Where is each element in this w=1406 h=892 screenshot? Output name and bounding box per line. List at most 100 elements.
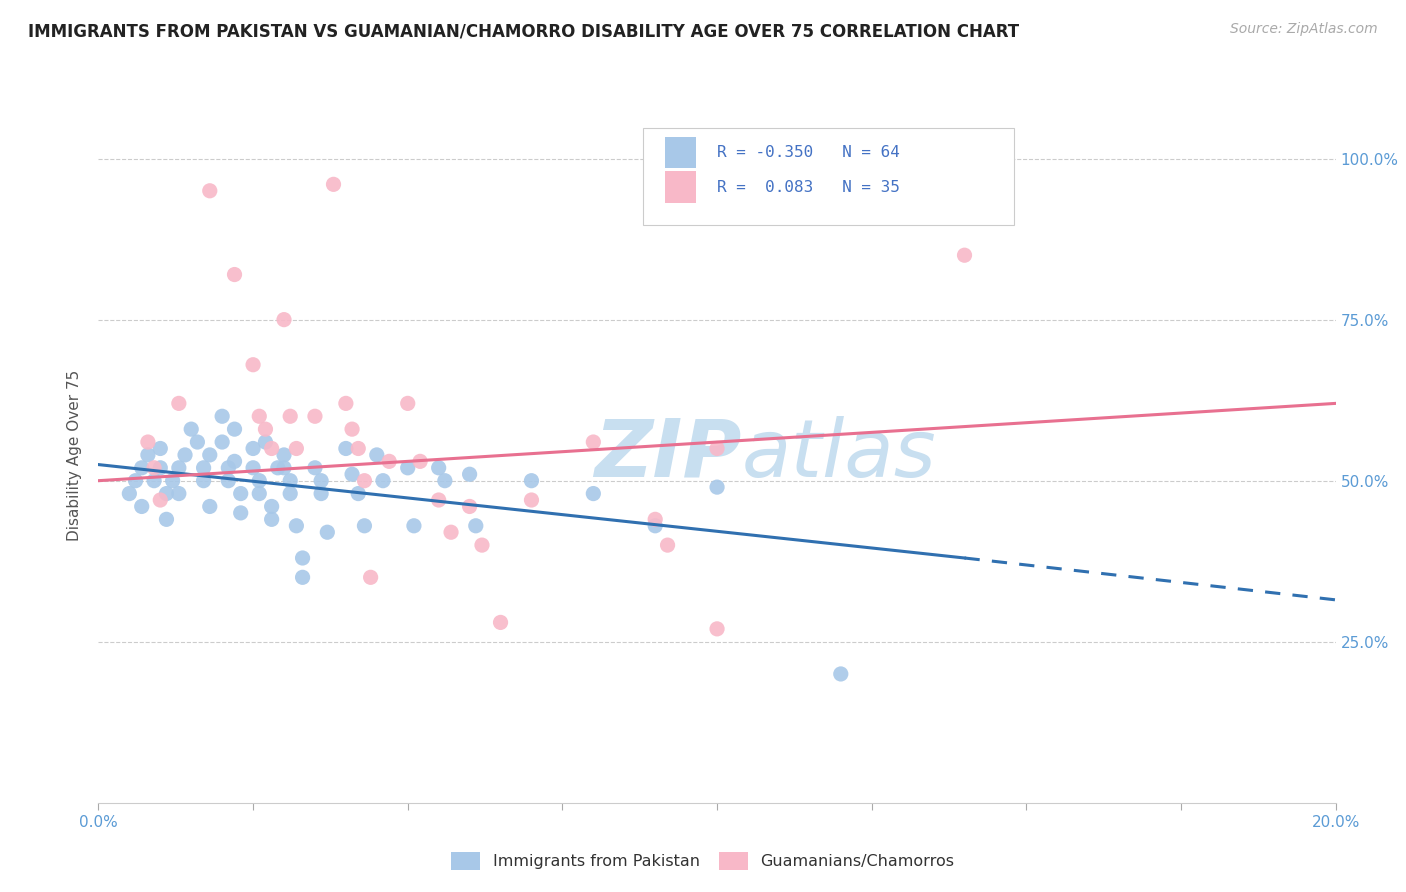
Point xyxy=(242,358,264,372)
Text: R = -0.350   N = 64: R = -0.350 N = 64 xyxy=(717,145,900,160)
Point xyxy=(371,474,394,488)
Point xyxy=(124,474,146,488)
Point xyxy=(360,570,382,584)
Point xyxy=(193,474,215,488)
Point xyxy=(198,184,221,198)
Point xyxy=(155,486,177,500)
Point xyxy=(644,512,666,526)
Point xyxy=(149,442,172,456)
Point xyxy=(464,518,486,533)
Point xyxy=(198,448,221,462)
Point xyxy=(217,460,239,475)
FancyBboxPatch shape xyxy=(643,128,1014,226)
Point xyxy=(409,454,432,468)
Point xyxy=(322,178,344,192)
Point xyxy=(309,486,332,500)
Point xyxy=(427,493,450,508)
Point xyxy=(229,486,252,500)
Point xyxy=(131,500,153,514)
Bar xyxy=(665,171,696,202)
Point xyxy=(335,442,357,456)
Point xyxy=(644,518,666,533)
Point xyxy=(118,486,141,500)
Point xyxy=(162,474,184,488)
Point xyxy=(582,435,605,450)
Point xyxy=(143,474,166,488)
Text: Source: ZipAtlas.com: Source: ZipAtlas.com xyxy=(1230,22,1378,37)
Point xyxy=(953,248,976,262)
Point xyxy=(267,460,290,475)
Point xyxy=(198,500,221,514)
Point xyxy=(291,570,314,584)
Point xyxy=(167,460,190,475)
Bar xyxy=(665,136,696,168)
Point xyxy=(273,312,295,326)
Point xyxy=(285,518,308,533)
Point xyxy=(285,442,308,456)
Point xyxy=(131,460,153,475)
Point xyxy=(260,442,283,456)
Point xyxy=(186,435,208,450)
Point xyxy=(353,518,375,533)
Point xyxy=(211,435,233,450)
Point xyxy=(706,480,728,494)
Point xyxy=(224,268,246,282)
Point xyxy=(347,486,370,500)
Point xyxy=(193,460,215,475)
Point xyxy=(180,422,202,436)
Point xyxy=(657,538,679,552)
Point xyxy=(278,474,301,488)
Point xyxy=(260,512,283,526)
Point xyxy=(582,486,605,500)
Point xyxy=(211,409,233,424)
Point xyxy=(433,474,456,488)
Point xyxy=(353,474,375,488)
Point xyxy=(273,448,295,462)
Point xyxy=(309,474,332,488)
Point xyxy=(254,435,277,450)
Point xyxy=(402,518,425,533)
Point xyxy=(396,460,419,475)
Point xyxy=(520,474,543,488)
Point xyxy=(304,409,326,424)
Point xyxy=(458,467,481,482)
Point xyxy=(167,396,190,410)
Point xyxy=(396,396,419,410)
Point xyxy=(335,396,357,410)
Point xyxy=(229,506,252,520)
Point xyxy=(366,448,388,462)
Point xyxy=(247,486,270,500)
Point xyxy=(136,435,159,450)
Point xyxy=(278,409,301,424)
Point xyxy=(174,448,197,462)
Point xyxy=(347,442,370,456)
Point xyxy=(489,615,512,630)
Point xyxy=(242,460,264,475)
Point xyxy=(217,474,239,488)
Point xyxy=(278,486,301,500)
Point xyxy=(830,667,852,681)
Point xyxy=(149,493,172,508)
Point xyxy=(304,460,326,475)
Point xyxy=(247,409,270,424)
Text: R =  0.083   N = 35: R = 0.083 N = 35 xyxy=(717,179,900,194)
Text: atlas: atlas xyxy=(742,416,936,494)
Point xyxy=(471,538,494,552)
Point xyxy=(149,460,172,475)
Point xyxy=(440,525,463,540)
Y-axis label: Disability Age Over 75: Disability Age Over 75 xyxy=(67,369,83,541)
Point xyxy=(340,422,363,436)
Point xyxy=(155,512,177,526)
Text: IMMIGRANTS FROM PAKISTAN VS GUAMANIAN/CHAMORRO DISABILITY AGE OVER 75 CORRELATIO: IMMIGRANTS FROM PAKISTAN VS GUAMANIAN/CH… xyxy=(28,22,1019,40)
Point xyxy=(520,493,543,508)
Legend: Immigrants from Pakistan, Guamanians/Chamorros: Immigrants from Pakistan, Guamanians/Cha… xyxy=(447,847,959,875)
Point xyxy=(706,442,728,456)
Point xyxy=(224,454,246,468)
Point xyxy=(136,448,159,462)
Point xyxy=(340,467,363,482)
Point xyxy=(291,551,314,566)
Point xyxy=(247,474,270,488)
Point xyxy=(167,486,190,500)
Point xyxy=(224,422,246,436)
Point xyxy=(706,622,728,636)
